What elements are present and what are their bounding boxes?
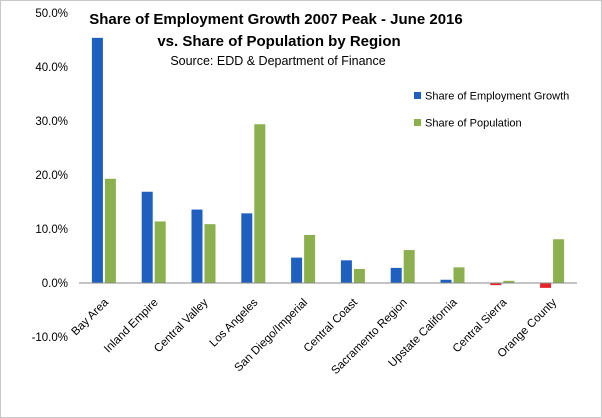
bar-employment-growth bbox=[241, 213, 253, 283]
bar-population bbox=[254, 124, 266, 284]
bar-employment-growth bbox=[91, 37, 103, 284]
y-tick-label: 0.0% bbox=[42, 278, 68, 290]
category-label: Bay Area bbox=[70, 296, 112, 338]
legend-label-employment: Share of Employment Growth bbox=[425, 91, 569, 103]
y-tick-label: 50.0% bbox=[35, 8, 68, 20]
legend-label-population: Share of Population bbox=[425, 118, 522, 130]
bar-population bbox=[154, 221, 166, 283]
chart-title-line1: Share of Employment Growth 2007 Peak - J… bbox=[89, 11, 462, 28]
bar-population bbox=[104, 178, 116, 283]
bar-employment-growth bbox=[540, 283, 552, 288]
y-tick-label: -10.0% bbox=[32, 332, 68, 344]
y-tick-label: 20.0% bbox=[35, 170, 68, 182]
bar-employment-growth bbox=[490, 283, 502, 286]
chart-title-line2: vs. Share of Population by Region bbox=[157, 33, 400, 50]
legend-swatch-employment bbox=[414, 92, 421, 99]
bar-population bbox=[503, 280, 515, 283]
bar-population bbox=[304, 234, 316, 283]
y-tick-label: 30.0% bbox=[35, 116, 68, 128]
bar-population bbox=[453, 267, 465, 283]
legend-swatch-population bbox=[414, 119, 421, 126]
category-label: Los Angeles bbox=[208, 296, 261, 349]
bar-series bbox=[91, 37, 565, 288]
chart-subtitle: Source: EDD & Department of Finance bbox=[170, 54, 385, 68]
bar-employment-growth bbox=[191, 209, 203, 283]
bar-population bbox=[204, 224, 216, 283]
y-tick-label: 40.0% bbox=[35, 62, 68, 74]
bar-population bbox=[353, 268, 365, 283]
bar-employment-growth bbox=[440, 279, 452, 283]
bar-employment-growth bbox=[340, 260, 352, 283]
category-label: Central Valley bbox=[152, 296, 211, 355]
bar-population bbox=[403, 250, 415, 283]
bar-population bbox=[553, 239, 565, 283]
y-axis-tick-labels: 50.0% 40.0% 30.0% 20.0% 10.0% 0.0% -10.0% bbox=[32, 8, 68, 344]
y-tick-label: 10.0% bbox=[35, 224, 68, 236]
bar-employment-growth bbox=[141, 191, 153, 283]
bar-employment-growth bbox=[390, 267, 402, 283]
bar-employment-growth bbox=[291, 257, 303, 283]
legend: Share of Employment Growth Share of Popu… bbox=[414, 91, 569, 130]
